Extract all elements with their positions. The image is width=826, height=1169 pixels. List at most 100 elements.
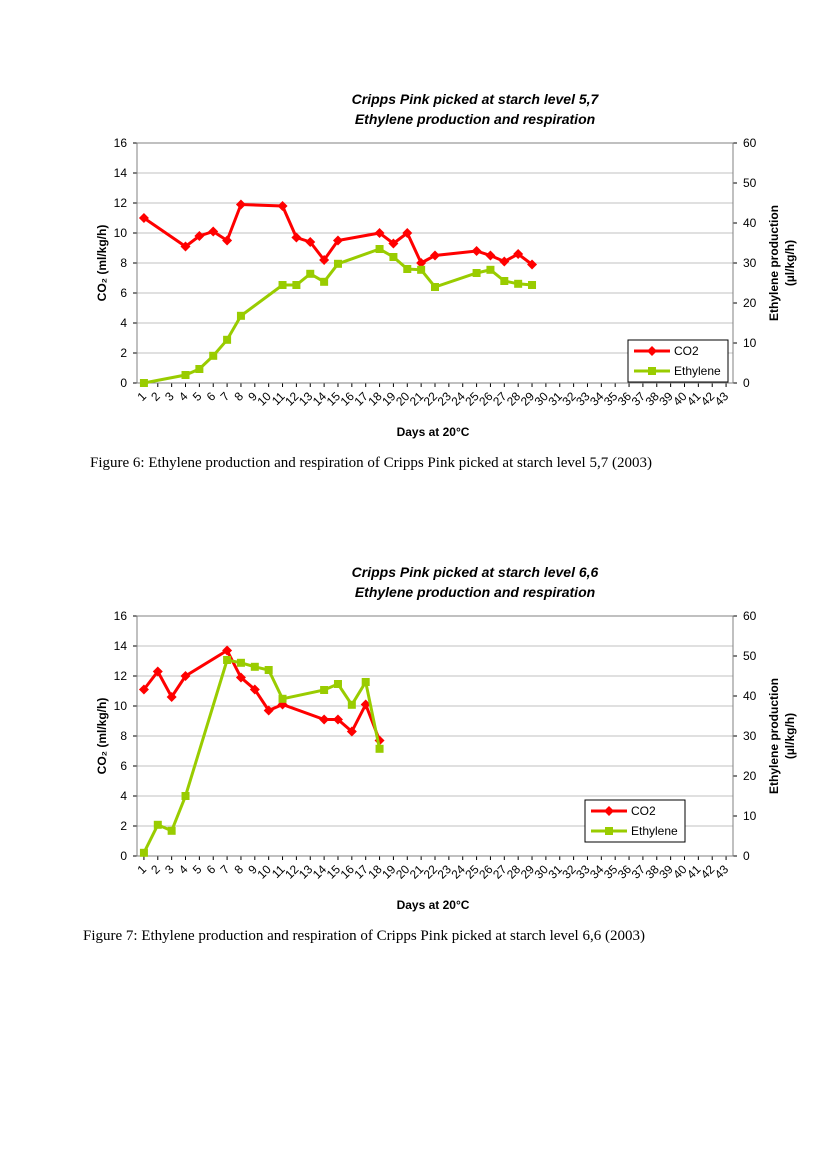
marker	[222, 645, 233, 656]
y-tick-label: 10	[114, 226, 128, 240]
marker	[485, 250, 496, 261]
marker	[208, 226, 219, 237]
y2-tick-label: 0	[743, 849, 750, 863]
y-tick-label: 0	[120, 376, 127, 390]
marker	[250, 662, 259, 671]
marker	[514, 279, 523, 288]
marker	[320, 686, 329, 694]
marker	[292, 281, 301, 289]
marker	[332, 235, 343, 246]
plot-frame	[136, 615, 734, 857]
marker	[527, 259, 538, 270]
y-tick-label: 4	[120, 789, 127, 803]
y2-tick-label: 20	[743, 769, 757, 783]
marker	[195, 365, 204, 373]
y-tick-label: 14	[114, 639, 128, 653]
marker	[139, 848, 148, 857]
y2-axis-label: (µl/kg/h)	[783, 713, 797, 759]
marker	[319, 255, 330, 265]
marker	[236, 658, 245, 667]
marker	[374, 228, 385, 238]
marker	[235, 199, 246, 210]
chart-title: Ethylene production and respiration	[355, 111, 595, 127]
marker	[513, 249, 524, 259]
marker	[346, 726, 357, 737]
y-tick-label: 16	[114, 136, 128, 150]
x-axis-label: Days at 20°C	[397, 898, 470, 912]
marker	[291, 232, 302, 243]
marker	[181, 371, 190, 379]
marker	[333, 680, 342, 688]
caption: Figure 6: Ethylene production and respir…	[90, 455, 652, 471]
marker	[430, 250, 440, 261]
marker	[223, 656, 232, 664]
marker	[647, 346, 657, 356]
marker	[167, 826, 176, 835]
y-tick-label: 10	[114, 699, 128, 713]
marker	[278, 694, 287, 703]
y-tick-label: 14	[114, 166, 128, 180]
marker	[194, 231, 205, 241]
marker	[153, 820, 162, 829]
marker	[648, 367, 656, 375]
y2-tick-label: 50	[743, 649, 757, 663]
marker	[166, 692, 177, 702]
y-tick-label: 8	[120, 729, 127, 743]
y-tick-label: 16	[114, 609, 128, 623]
y-tick-label: 12	[114, 669, 128, 683]
marker	[181, 792, 190, 800]
marker	[277, 201, 288, 211]
y-axis-label: CO₂ (ml/kg/h)	[95, 225, 109, 302]
marker	[388, 238, 399, 249]
marker	[416, 258, 427, 268]
legend-box	[627, 339, 729, 383]
legend-label: Ethylene	[631, 824, 678, 838]
y2-tick-label: 50	[743, 176, 757, 190]
marker	[605, 827, 613, 835]
marker	[139, 379, 148, 387]
marker	[320, 277, 329, 286]
y2-tick-label: 60	[743, 136, 757, 150]
y-tick-label: 0	[120, 849, 127, 863]
marker	[138, 213, 149, 223]
y-tick-label: 12	[114, 196, 128, 210]
marker	[249, 684, 260, 695]
marker	[403, 265, 412, 273]
plot-frame	[136, 142, 734, 384]
chart-title: Cripps Pink picked at starch level 6,6	[352, 564, 599, 580]
caption: Figure 7: Ethylene production and respir…	[83, 928, 645, 944]
marker	[500, 277, 509, 285]
legend-label: CO2	[631, 804, 656, 818]
marker	[528, 281, 537, 289]
marker	[223, 335, 232, 344]
y-tick-label: 8	[120, 256, 127, 270]
marker	[375, 245, 384, 253]
y2-axis-label: Ethylene production	[767, 205, 781, 321]
marker	[375, 744, 384, 753]
legend-box	[584, 799, 686, 843]
marker	[306, 269, 315, 278]
marker	[236, 311, 245, 320]
marker	[472, 269, 481, 277]
marker	[486, 265, 495, 274]
marker	[333, 259, 342, 268]
marker	[499, 256, 510, 267]
marker	[417, 265, 426, 274]
marker	[152, 666, 163, 677]
chart-title: Ethylene production and respiration	[355, 584, 595, 600]
marker	[360, 699, 371, 710]
marker	[278, 281, 287, 289]
y-tick-label: 2	[120, 819, 127, 833]
y-tick-label: 6	[120, 286, 127, 300]
marker	[332, 714, 343, 725]
y2-tick-label: 30	[743, 256, 757, 270]
chart-title: Cripps Pink picked at starch level 5,7	[352, 91, 600, 107]
marker	[604, 806, 614, 816]
marker	[209, 351, 218, 360]
y2-tick-label: 0	[743, 376, 750, 390]
y-tick-label: 2	[120, 346, 127, 360]
marker	[389, 253, 398, 261]
y2-tick-label: 60	[743, 609, 757, 623]
marker	[180, 671, 191, 681]
